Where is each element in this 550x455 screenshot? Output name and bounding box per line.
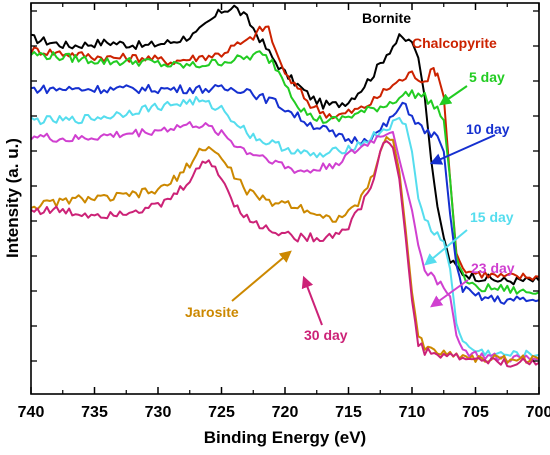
series-label-bornite: Bornite	[362, 10, 411, 26]
x-tick-label: 715	[335, 404, 362, 421]
x-tick-label: 710	[399, 404, 426, 421]
arrow-30-day	[301, 275, 323, 326]
series-label-23-day: 23 day	[471, 260, 515, 276]
series-line-5-day	[30, 50, 540, 295]
arrow-10-day	[429, 134, 496, 165]
x-axis-title: Binding Energy (eV)	[204, 428, 366, 447]
series-label-15-day: 15 day	[470, 209, 514, 225]
series-label-5-day: 5 day	[469, 69, 505, 85]
series-label-30-day: 30 day	[304, 327, 348, 343]
x-tick-label: 725	[208, 404, 235, 421]
arrow-layer	[231, 85, 496, 326]
plot-frame	[30, 2, 540, 395]
x-tick-label: 720	[272, 404, 299, 421]
x-tick-label: 705	[462, 404, 489, 421]
x-tick-label: 700	[526, 404, 550, 421]
arrow-5-day	[439, 85, 468, 106]
series-layer	[30, 4, 540, 368]
series-line-15-day	[30, 95, 540, 360]
series-line-chalcopyrite	[30, 25, 540, 281]
series-line-bornite	[30, 4, 540, 286]
series-line-jarosite	[30, 136, 540, 364]
axis-layer: 740 735 730 725 720 715 710 705 700	[18, 3, 550, 421]
x-tick-label: 735	[81, 404, 108, 421]
series-line-10-day	[30, 83, 540, 305]
x-tick-label: 740	[18, 404, 45, 421]
arrow-15-day	[424, 229, 468, 266]
series-label-jarosite: Jarosite	[185, 304, 239, 320]
series-label-10-day: 10 day	[466, 121, 510, 137]
series-line-30-day	[30, 140, 540, 368]
series-line-23-day	[30, 121, 540, 363]
x-tick-label: 730	[145, 404, 172, 421]
y-axis-title: Intensity (a. u.)	[3, 138, 22, 258]
arrow-23-day	[430, 279, 469, 308]
arrow-jarosite	[231, 250, 292, 302]
series-label-chalcopyrite: Chalcopyrite	[412, 35, 497, 51]
